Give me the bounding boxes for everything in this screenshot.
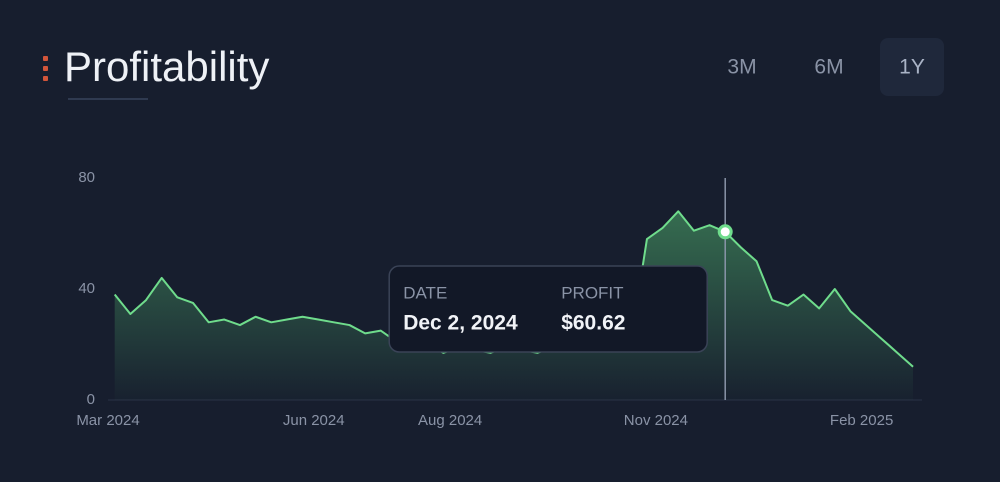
tooltip-value: $60.62 [561,312,625,335]
x-tick-label: Mar 2024 [76,412,139,429]
y-tick-label: 80 [78,169,95,186]
range-button-label[interactable]: 3M [727,56,756,79]
x-tick-label: Feb 2025 [830,412,893,429]
range-button[interactable]: 6M [814,56,843,79]
tooltip-box [388,265,708,353]
plot: 0 40 80 Mar 2024 Jun 2024 Aug 2024 Nov 2024 Feb… [76,169,922,429]
x-tick-label: Jun 2024 [283,412,345,429]
range-button-bg[interactable] [880,38,944,96]
tooltip-y-label: PROFIT [561,283,623,302]
title-marker [43,56,48,81]
hover-point [717,224,733,240]
x-tick-label: Aug 2024 [418,412,482,429]
area [114,211,914,400]
tooltip-x-label: DATE [403,283,447,302]
range-button[interactable]: 3M [727,56,756,79]
range-button[interactable]: 1Y [880,38,944,96]
tooltip-x: Dec 2, 2024 [403,312,518,335]
chart-title: Profitability [64,43,269,90]
x-tick-label: Nov 2024 [624,412,688,429]
range-button-label[interactable]: 1Y [899,56,925,79]
y-tick-label: 40 [78,280,95,297]
tooltip: DATE PROFIT Dec 2, 2024 $60.62 [388,265,708,353]
y-tick-label: 0 [87,391,95,408]
range-button-label[interactable]: 6M [814,56,843,79]
range-buttons: 3M 6M 1Y [727,38,944,96]
